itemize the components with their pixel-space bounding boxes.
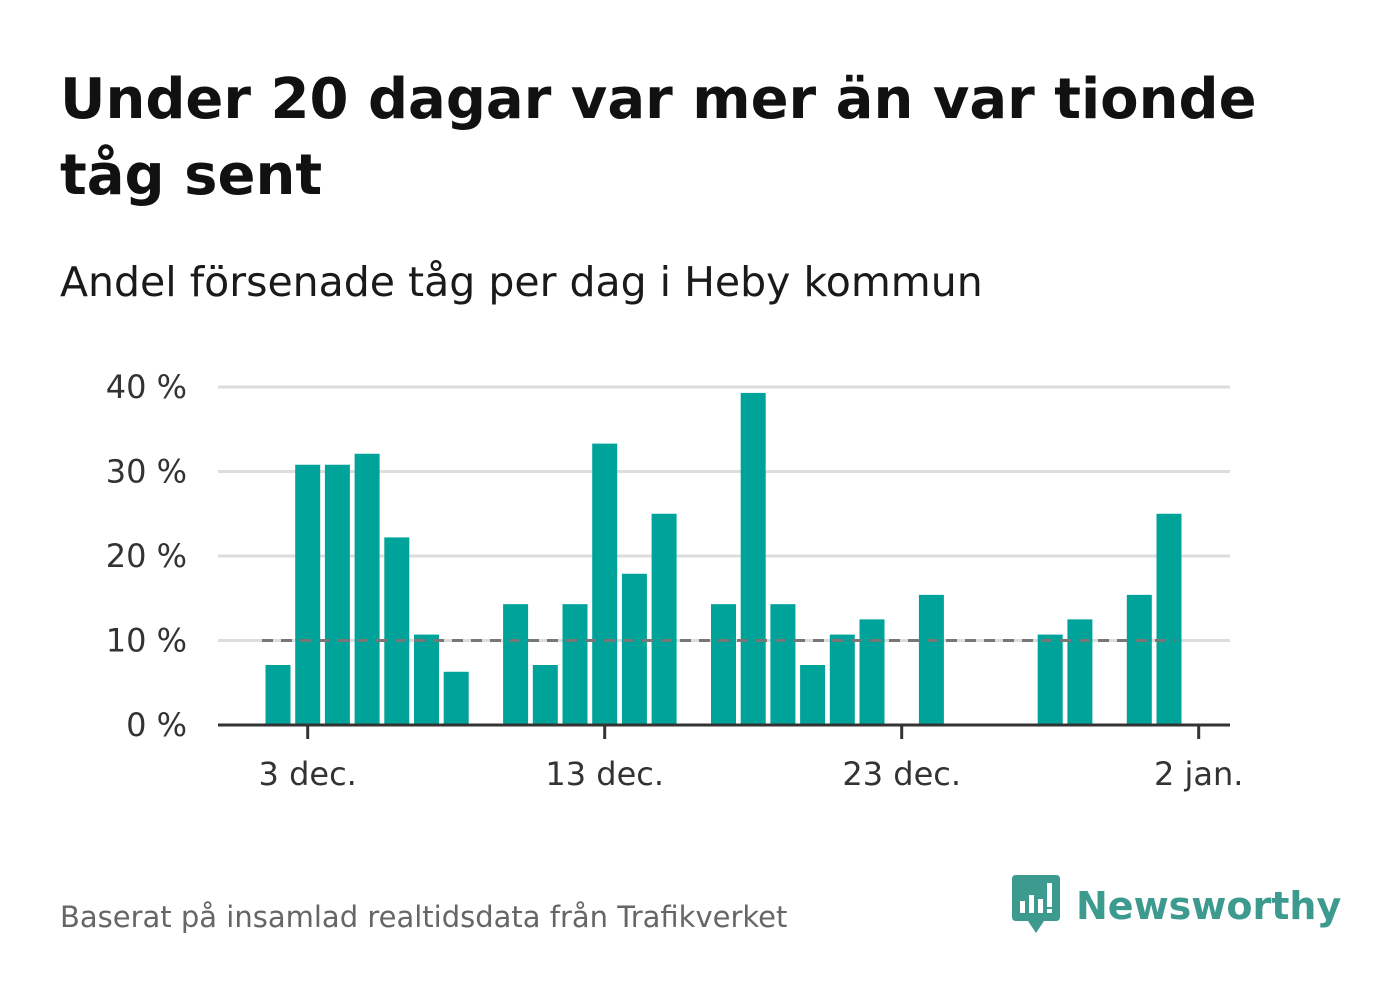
x-tick-label: 23 dec.	[842, 755, 961, 793]
bar	[621, 573, 647, 725]
bar	[829, 634, 855, 725]
x-axis	[218, 723, 1230, 739]
chart-title: Under 20 dagar var mer än var tionde tåg…	[60, 67, 1257, 208]
bar	[562, 604, 588, 725]
bar	[414, 634, 439, 725]
bar	[354, 453, 380, 725]
bar	[503, 604, 529, 725]
x-tick-label: 2 jan.	[1154, 755, 1243, 793]
bar	[800, 665, 826, 725]
bar	[1156, 513, 1182, 725]
chart-subtitle: Andel försenade tåg per dag i Heby kommu…	[60, 258, 983, 306]
y-tick-label: 40 %	[106, 368, 187, 406]
bar	[770, 604, 796, 725]
bar	[384, 537, 410, 725]
y-tick-label: 10 %	[106, 622, 187, 660]
brand-logo: Newsworthy	[1010, 875, 1341, 937]
bar	[532, 665, 558, 725]
y-tick-label: 30 %	[106, 453, 187, 491]
x-tick-label: 3 dec.	[259, 755, 357, 793]
bar	[1067, 619, 1093, 725]
bar	[859, 619, 885, 725]
brand-name: Newsworthy	[1076, 884, 1342, 928]
newsworthy-logo-icon	[1012, 875, 1060, 933]
bar	[265, 665, 291, 725]
bar	[1126, 594, 1152, 725]
x-tick-label: 13 dec.	[545, 755, 664, 793]
bar	[592, 443, 618, 725]
x-axis-labels: 3 dec. 13 dec. 23 dec. 2 jan.	[259, 755, 1244, 793]
bar	[324, 464, 350, 725]
bars	[265, 392, 1182, 725]
y-tick-label: 20 %	[106, 537, 187, 575]
bar	[295, 464, 321, 725]
bar	[1037, 634, 1063, 725]
bar	[918, 594, 944, 725]
bar	[740, 392, 766, 725]
source-note: Baserat på insamlad realtidsdata från Tr…	[60, 900, 788, 934]
y-axis-labels: 0 % 10 % 20 % 30 % 40 %	[106, 368, 187, 744]
bar	[651, 513, 677, 725]
bar	[443, 671, 469, 725]
bar	[711, 604, 736, 725]
y-tick-label: 0 %	[126, 706, 187, 744]
